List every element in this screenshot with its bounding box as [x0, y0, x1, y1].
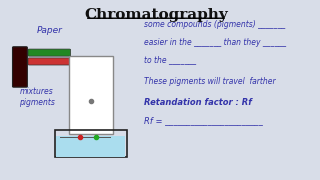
Text: pigments: pigments [19, 98, 55, 107]
FancyBboxPatch shape [28, 58, 71, 65]
Text: Rf = _______________________: Rf = _______________________ [144, 116, 262, 125]
FancyBboxPatch shape [28, 49, 71, 56]
Text: Chromatography: Chromatography [84, 8, 228, 22]
Text: some compounds (pigments) _______: some compounds (pigments) _______ [144, 20, 285, 29]
Text: to the _______: to the _______ [144, 55, 196, 64]
Text: Retandation factor : Rf: Retandation factor : Rf [144, 98, 252, 107]
Bar [55, 130, 126, 157]
Bar [56, 136, 125, 157]
Text: easier in the _______ than they ______: easier in the _______ than they ______ [144, 38, 286, 47]
Text: Paper: Paper [36, 26, 62, 35]
Bar [69, 56, 113, 134]
Text: mixtures: mixtures [20, 87, 54, 96]
FancyBboxPatch shape [12, 47, 27, 87]
Text: These pigments will travel  farther: These pigments will travel farther [144, 77, 275, 86]
